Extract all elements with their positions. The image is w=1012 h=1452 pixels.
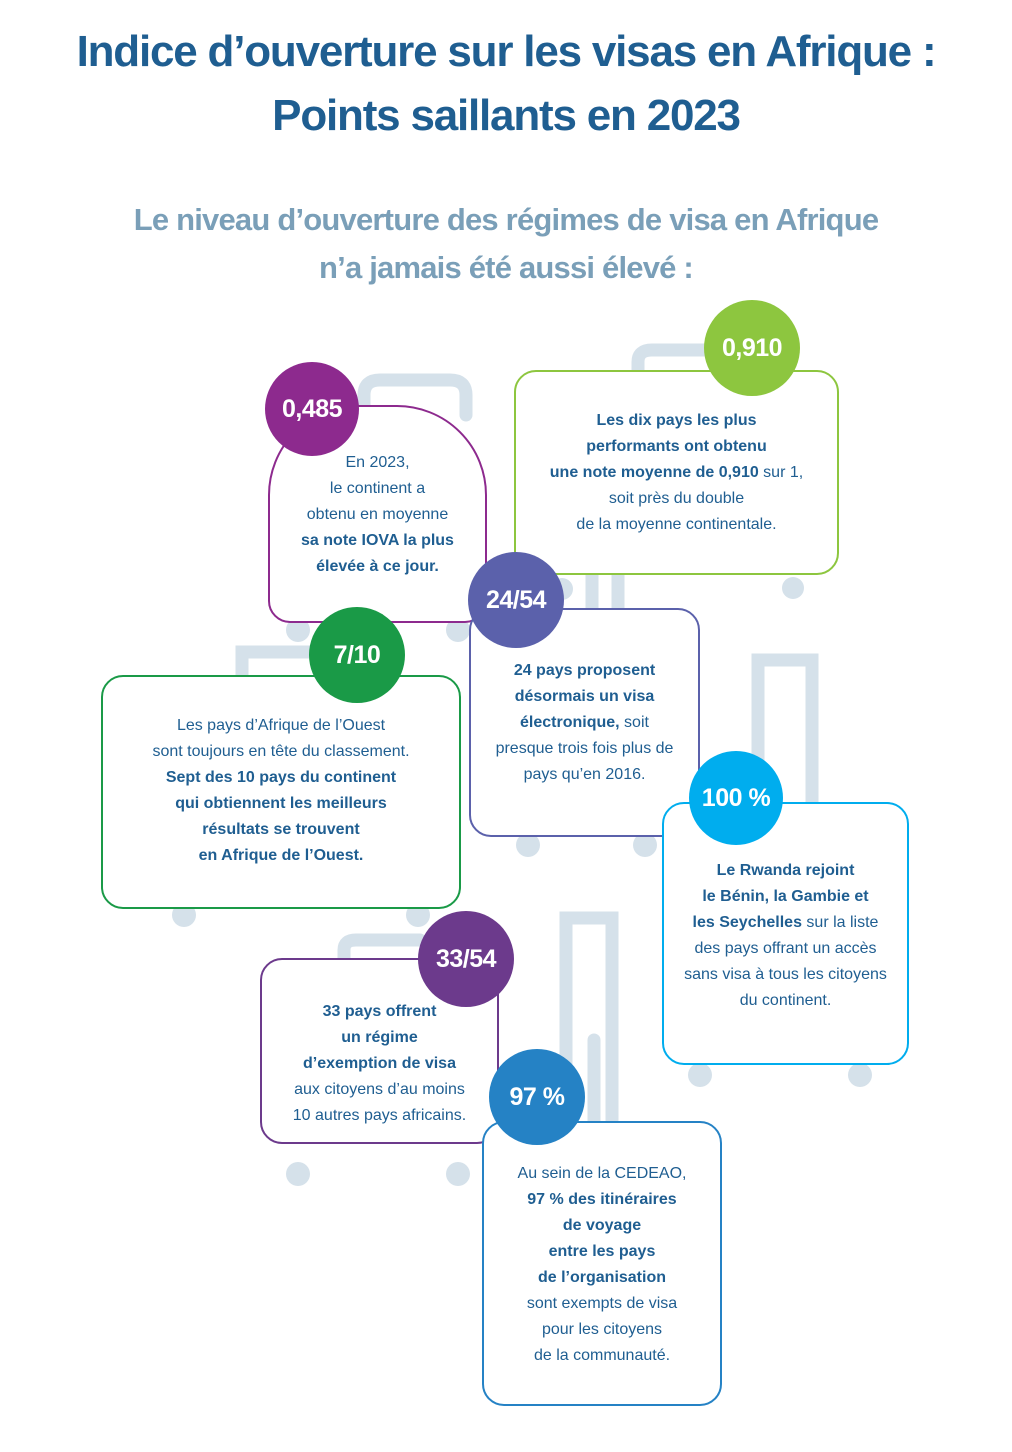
suitcase-handle-icon xyxy=(357,373,473,422)
suitcase-handle-icon xyxy=(751,653,819,817)
suitcase-wheel-icon xyxy=(688,1063,712,1087)
suitcase-wheel-icon xyxy=(782,577,804,599)
card-text: Le Rwanda rejoint le Bénin, la Gambie et… xyxy=(684,862,887,1009)
stat-badge-97-percent: 97 % xyxy=(489,1049,585,1145)
stat-card-visa-free-access: Le Rwanda rejoint le Bénin, la Gambie et… xyxy=(662,802,909,1065)
suitcase-handle-icon xyxy=(235,645,319,687)
suitcase-wheel-icon xyxy=(406,903,430,927)
page-title-line-1: Indice d’ouverture sur les visas en Afri… xyxy=(76,27,937,76)
stat-badge-100-percent: 100 % xyxy=(689,751,783,845)
card-text: En 2023, le continent a obtenu en moyenn… xyxy=(301,454,454,575)
stat-card-top-ten: Les dix pays les plus performants ont ob… xyxy=(514,370,839,575)
suitcase-wheel-icon xyxy=(848,1063,872,1087)
suitcase-handle-icon xyxy=(631,343,713,379)
stat-badge-33-54: 33/54 xyxy=(418,911,514,1007)
stat-badge-24-54: 24/54 xyxy=(468,552,564,648)
suitcase-handle-icon xyxy=(559,911,619,1133)
suitcase-wheel-icon xyxy=(446,618,470,642)
card-text: 33 pays offrent un régime d’exemption de… xyxy=(292,1003,467,1124)
suitcase-wheel-icon xyxy=(446,1162,470,1186)
card-text: 24 pays proposent désormais un visa élec… xyxy=(495,662,674,783)
stat-badge-0-910: 0,910 xyxy=(704,300,800,396)
suitcase-wheel-icon xyxy=(516,833,540,857)
card-text: Les pays d’Afrique de l’Ouest sont toujo… xyxy=(152,717,410,864)
suitcase-wheel-icon xyxy=(286,1162,310,1186)
suitcase-handle-icon xyxy=(337,933,427,967)
stat-card-west-africa: Les pays d’Afrique de l’Ouest sont toujo… xyxy=(101,675,461,909)
suitcase-wheel-icon xyxy=(286,618,310,642)
page-title-line-2: Points saillants en 2023 xyxy=(272,91,741,140)
subtitle-line-1: Le niveau d’ouverture des régimes de vis… xyxy=(133,202,879,237)
card-text: Au sein de la CEDEAO, 97 % des itinérair… xyxy=(517,1165,687,1364)
stat-badge-7-10: 7/10 xyxy=(309,607,405,703)
stat-card-ecowas: Au sein de la CEDEAO, 97 % des itinérair… xyxy=(482,1121,722,1406)
suitcase-wheel-icon xyxy=(172,903,196,927)
suitcase-wheel-icon xyxy=(633,833,657,857)
stat-badge-0-485: 0,485 xyxy=(265,362,359,456)
card-text: Les dix pays les plus performants ont ob… xyxy=(549,412,804,533)
subtitle-line-2: n’a jamais été aussi élevé : xyxy=(319,250,694,285)
